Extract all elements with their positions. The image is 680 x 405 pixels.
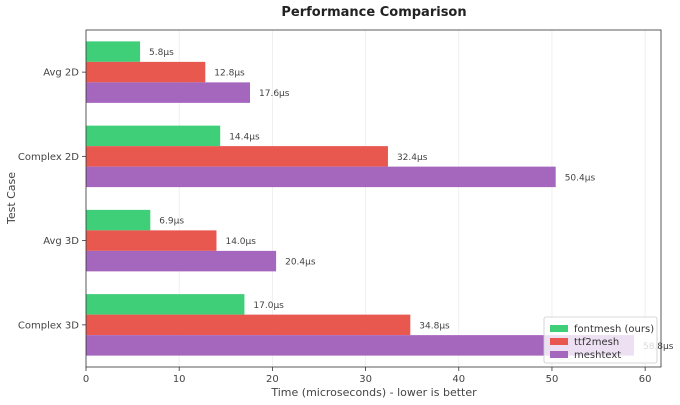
bar: [86, 125, 221, 147]
x-tick-label: 40: [452, 374, 465, 385]
data-label: 20.4µs: [285, 258, 316, 268]
bar: [86, 314, 411, 336]
bar: [86, 209, 151, 231]
data-label: 14.4µs: [229, 132, 260, 142]
legend-swatch: [550, 351, 568, 358]
chart-title: Performance Comparison: [281, 5, 466, 20]
data-label: 32.4µs: [397, 153, 428, 163]
legend-box: [543, 316, 658, 364]
x-axis-ticks: 0 10 20 30 40 50 60: [83, 367, 652, 385]
data-label: 50.4µs: [565, 173, 596, 183]
data-label: 12.8µs: [214, 69, 245, 79]
legend-swatch: [550, 338, 568, 345]
legend-swatch: [550, 325, 568, 332]
bar: [86, 294, 245, 315]
bar: [86, 41, 141, 62]
plot-frame: [85, 29, 662, 368]
bar: [86, 250, 277, 272]
y-tick-label: Complex 3D: [18, 320, 79, 331]
data-label: 34.8µs: [419, 321, 450, 331]
x-tick-label: 0: [83, 374, 89, 385]
data-label: 17.6µs: [259, 89, 290, 99]
bar: [86, 166, 556, 188]
legend-entry: ttf2mesh: [574, 337, 619, 348]
x-tick-label: 60: [639, 374, 652, 385]
legend-entry: meshtext: [574, 350, 621, 361]
y-tick-label: Complex 2D: [18, 152, 79, 163]
data-label: 58.8µs: [643, 342, 674, 352]
x-tick-label: 20: [266, 374, 279, 385]
y-axis-label: Test Case: [5, 172, 18, 225]
x-axis-label: Time (microseconds) - lower is better: [270, 386, 477, 399]
x-tick-label: 50: [546, 374, 559, 385]
x-tick-label: 30: [359, 374, 372, 385]
data-label: 5.8µs: [149, 48, 174, 58]
y-tick-label: Avg 3D: [43, 236, 79, 247]
legend: fontmesh (ours) ttf2mesh meshtext: [543, 316, 658, 364]
y-axis-ticks: Avg 2D Complex 2D Avg 3D Complex 3D: [18, 68, 86, 331]
bar: [86, 146, 388, 167]
x-tick-label: 10: [173, 374, 186, 385]
data-label: 14.0µs: [225, 237, 256, 247]
y-tick-label: Avg 2D: [43, 68, 79, 79]
data-label: 17.0µs: [253, 301, 284, 311]
bar: [86, 335, 634, 356]
bar-marks: [86, 41, 634, 356]
legend-entry: fontmesh (ours): [574, 324, 654, 335]
data-label: 6.9µs: [159, 217, 184, 227]
data-labels: 5.8µs 12.8µs 17.6µs 14.4µs 32.4µs 50.4µs 6.9µs…: [149, 48, 674, 352]
bar: [86, 82, 251, 103]
bar: [86, 61, 206, 83]
bar: [86, 230, 217, 251]
